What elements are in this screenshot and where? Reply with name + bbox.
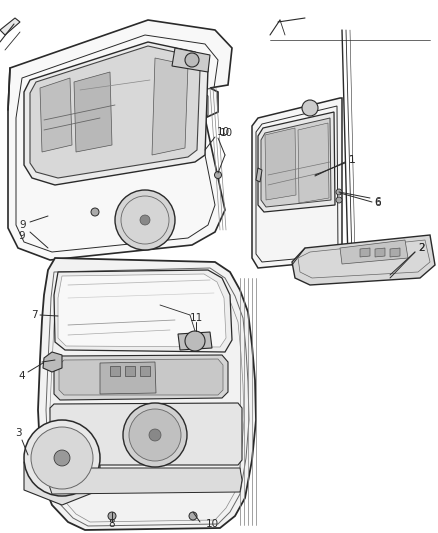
Circle shape: [336, 197, 342, 203]
Text: 10: 10: [205, 519, 219, 529]
Polygon shape: [298, 123, 329, 203]
Text: 10: 10: [216, 127, 230, 137]
Polygon shape: [8, 20, 232, 260]
Circle shape: [336, 189, 342, 195]
Circle shape: [115, 190, 175, 250]
Text: 10: 10: [219, 128, 233, 138]
Polygon shape: [30, 46, 200, 178]
Polygon shape: [54, 270, 232, 352]
Text: 1: 1: [349, 155, 355, 165]
Polygon shape: [152, 58, 188, 155]
Circle shape: [31, 427, 93, 489]
Polygon shape: [125, 366, 135, 376]
Polygon shape: [38, 258, 256, 530]
Polygon shape: [50, 403, 242, 465]
Polygon shape: [178, 332, 212, 350]
Circle shape: [185, 53, 199, 67]
Polygon shape: [48, 468, 242, 494]
Circle shape: [91, 208, 99, 216]
Polygon shape: [58, 274, 226, 347]
Polygon shape: [265, 128, 296, 200]
Polygon shape: [252, 98, 342, 268]
Polygon shape: [110, 366, 120, 376]
Polygon shape: [375, 248, 385, 257]
Polygon shape: [54, 355, 228, 400]
Circle shape: [185, 331, 205, 351]
Polygon shape: [100, 362, 156, 394]
Text: 4: 4: [19, 371, 25, 381]
Text: 8: 8: [109, 519, 115, 529]
Polygon shape: [43, 352, 62, 372]
Circle shape: [54, 450, 70, 466]
Polygon shape: [40, 78, 72, 152]
Polygon shape: [24, 42, 208, 185]
Circle shape: [129, 409, 181, 461]
Text: 6: 6: [374, 197, 381, 207]
Polygon shape: [74, 72, 112, 152]
Polygon shape: [0, 18, 20, 35]
Polygon shape: [340, 240, 408, 264]
Text: 7: 7: [31, 310, 37, 320]
Polygon shape: [390, 248, 400, 257]
Text: 3: 3: [15, 428, 21, 438]
Circle shape: [302, 100, 318, 116]
Text: 1: 1: [349, 155, 355, 165]
Text: 9: 9: [20, 220, 26, 230]
Text: 6: 6: [374, 198, 381, 208]
Polygon shape: [172, 48, 210, 72]
Circle shape: [140, 215, 150, 225]
Circle shape: [149, 429, 161, 441]
Polygon shape: [360, 248, 370, 257]
Text: 9: 9: [19, 231, 25, 241]
Polygon shape: [292, 235, 435, 285]
Polygon shape: [140, 366, 150, 376]
Circle shape: [123, 403, 187, 467]
Polygon shape: [256, 168, 262, 182]
Text: 2: 2: [419, 243, 425, 253]
Polygon shape: [24, 440, 100, 505]
Text: 11: 11: [189, 313, 203, 323]
Polygon shape: [258, 112, 335, 212]
Polygon shape: [59, 359, 223, 395]
Circle shape: [189, 512, 197, 520]
Polygon shape: [261, 118, 331, 207]
Text: 2: 2: [419, 243, 425, 253]
Circle shape: [215, 172, 222, 179]
Circle shape: [108, 512, 116, 520]
Circle shape: [24, 420, 100, 496]
